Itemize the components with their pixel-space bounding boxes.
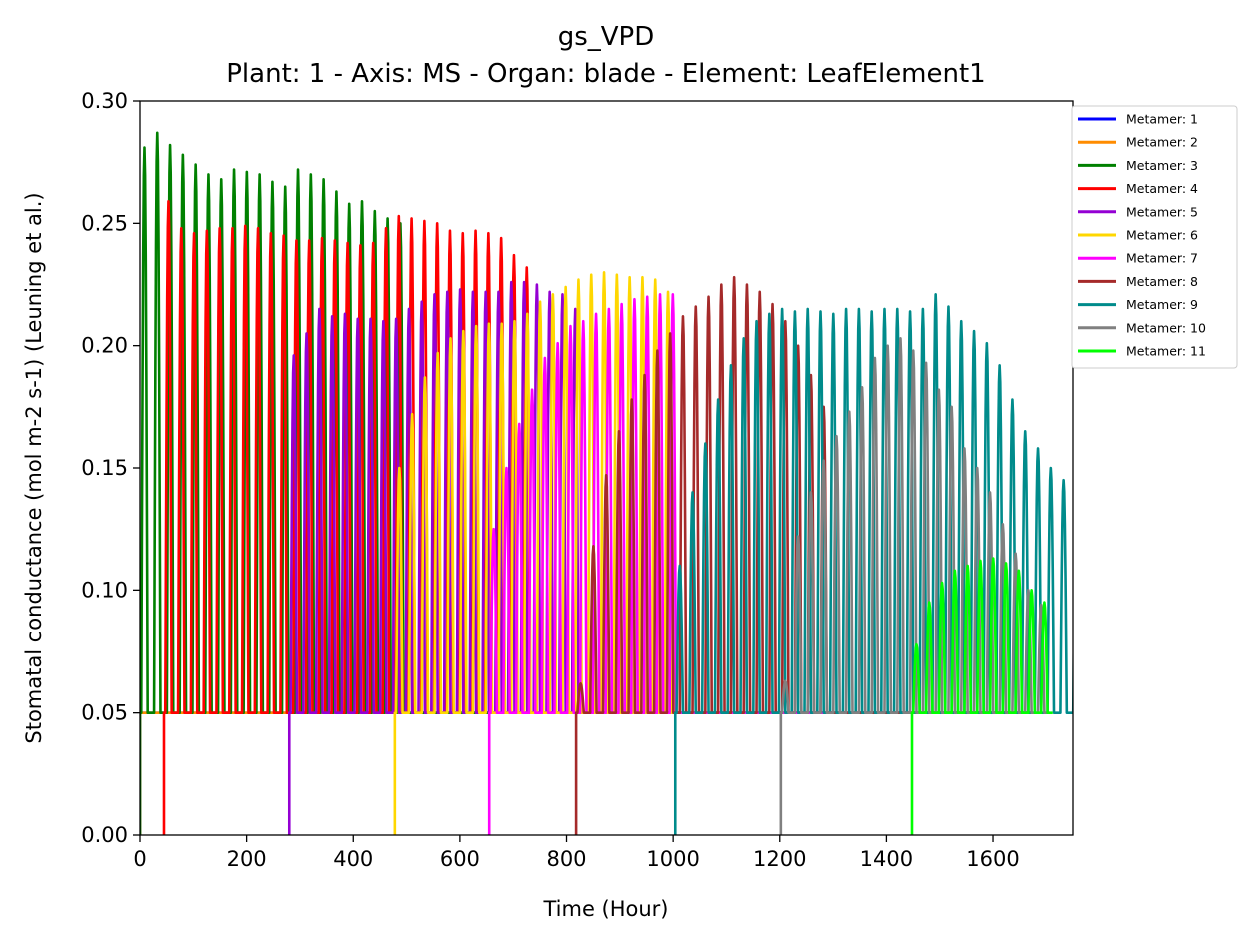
x-tick-label: 1200 bbox=[753, 847, 806, 871]
legend-frame bbox=[1071, 105, 1238, 369]
series-line-metamer-8 bbox=[574, 275, 1031, 835]
x-axis-ticks: 0 200 400 600 800 1000 1200 1400 1600 bbox=[133, 835, 1020, 871]
y-tick-label: 0.05 bbox=[81, 701, 128, 725]
y-tick-label: 0.00 bbox=[81, 823, 128, 847]
legend-entry: Metamer: 1 bbox=[1126, 112, 1198, 127]
x-tick-label: 1600 bbox=[966, 847, 1019, 871]
y-tick-label: 0.20 bbox=[81, 334, 128, 358]
series-line-metamer-7 bbox=[487, 292, 1031, 835]
series-line-metamer-1 bbox=[140, 711, 1031, 835]
x-tick-label: 1400 bbox=[860, 847, 913, 871]
legend-entry: Metamer: 11 bbox=[1126, 344, 1206, 359]
x-tick-label: 800 bbox=[546, 847, 586, 871]
legend-entry: Metamer: 3 bbox=[1126, 158, 1198, 173]
chart-title: gs_VPD bbox=[558, 22, 655, 52]
y-tick-label: 0.25 bbox=[81, 211, 128, 235]
series-layer bbox=[140, 131, 1073, 835]
legend-entry: Metamer: 4 bbox=[1126, 181, 1198, 196]
legend-entry: Metamer: 5 bbox=[1126, 204, 1198, 219]
legend-entry: Metamer: 9 bbox=[1126, 297, 1198, 312]
series-line-metamer-2 bbox=[140, 711, 1031, 835]
x-tick-label: 400 bbox=[333, 847, 373, 871]
series-line-metamer-11 bbox=[910, 557, 1053, 835]
x-tick-label: 1000 bbox=[646, 847, 699, 871]
x-tick-label: 0 bbox=[133, 847, 146, 871]
y-tick-label: 0.30 bbox=[81, 89, 128, 113]
legend-entry: Metamer: 8 bbox=[1126, 274, 1198, 289]
x-tick-label: 600 bbox=[440, 847, 480, 871]
legend-entry: Metamer: 6 bbox=[1126, 228, 1198, 243]
y-axis-ticks: 0.00 0.05 0.10 0.15 0.20 0.25 0.30 bbox=[81, 89, 140, 847]
series-line-metamer-10 bbox=[779, 337, 1050, 835]
x-tick-label: 200 bbox=[227, 847, 267, 871]
y-axis-label: Stomatal conductance (mol m-2 s-1) (Leun… bbox=[22, 192, 46, 743]
series-line-metamer-3 bbox=[140, 131, 1031, 835]
legend-entry: Metamer: 10 bbox=[1126, 320, 1206, 335]
x-axis-label: Time (Hour) bbox=[542, 897, 668, 921]
chart-subtitle: Plant: 1 - Axis: MS - Organ: blade - Ele… bbox=[226, 59, 985, 89]
legend-entry: Metamer: 2 bbox=[1126, 135, 1198, 150]
y-tick-label: 0.10 bbox=[81, 578, 128, 602]
legend-entry: Metamer: 7 bbox=[1126, 251, 1198, 266]
legend: Metamer: 1 Metamer: 2 Metamer: 3 Metamer: 4… bbox=[1071, 105, 1238, 369]
y-tick-label: 0.15 bbox=[81, 456, 128, 480]
